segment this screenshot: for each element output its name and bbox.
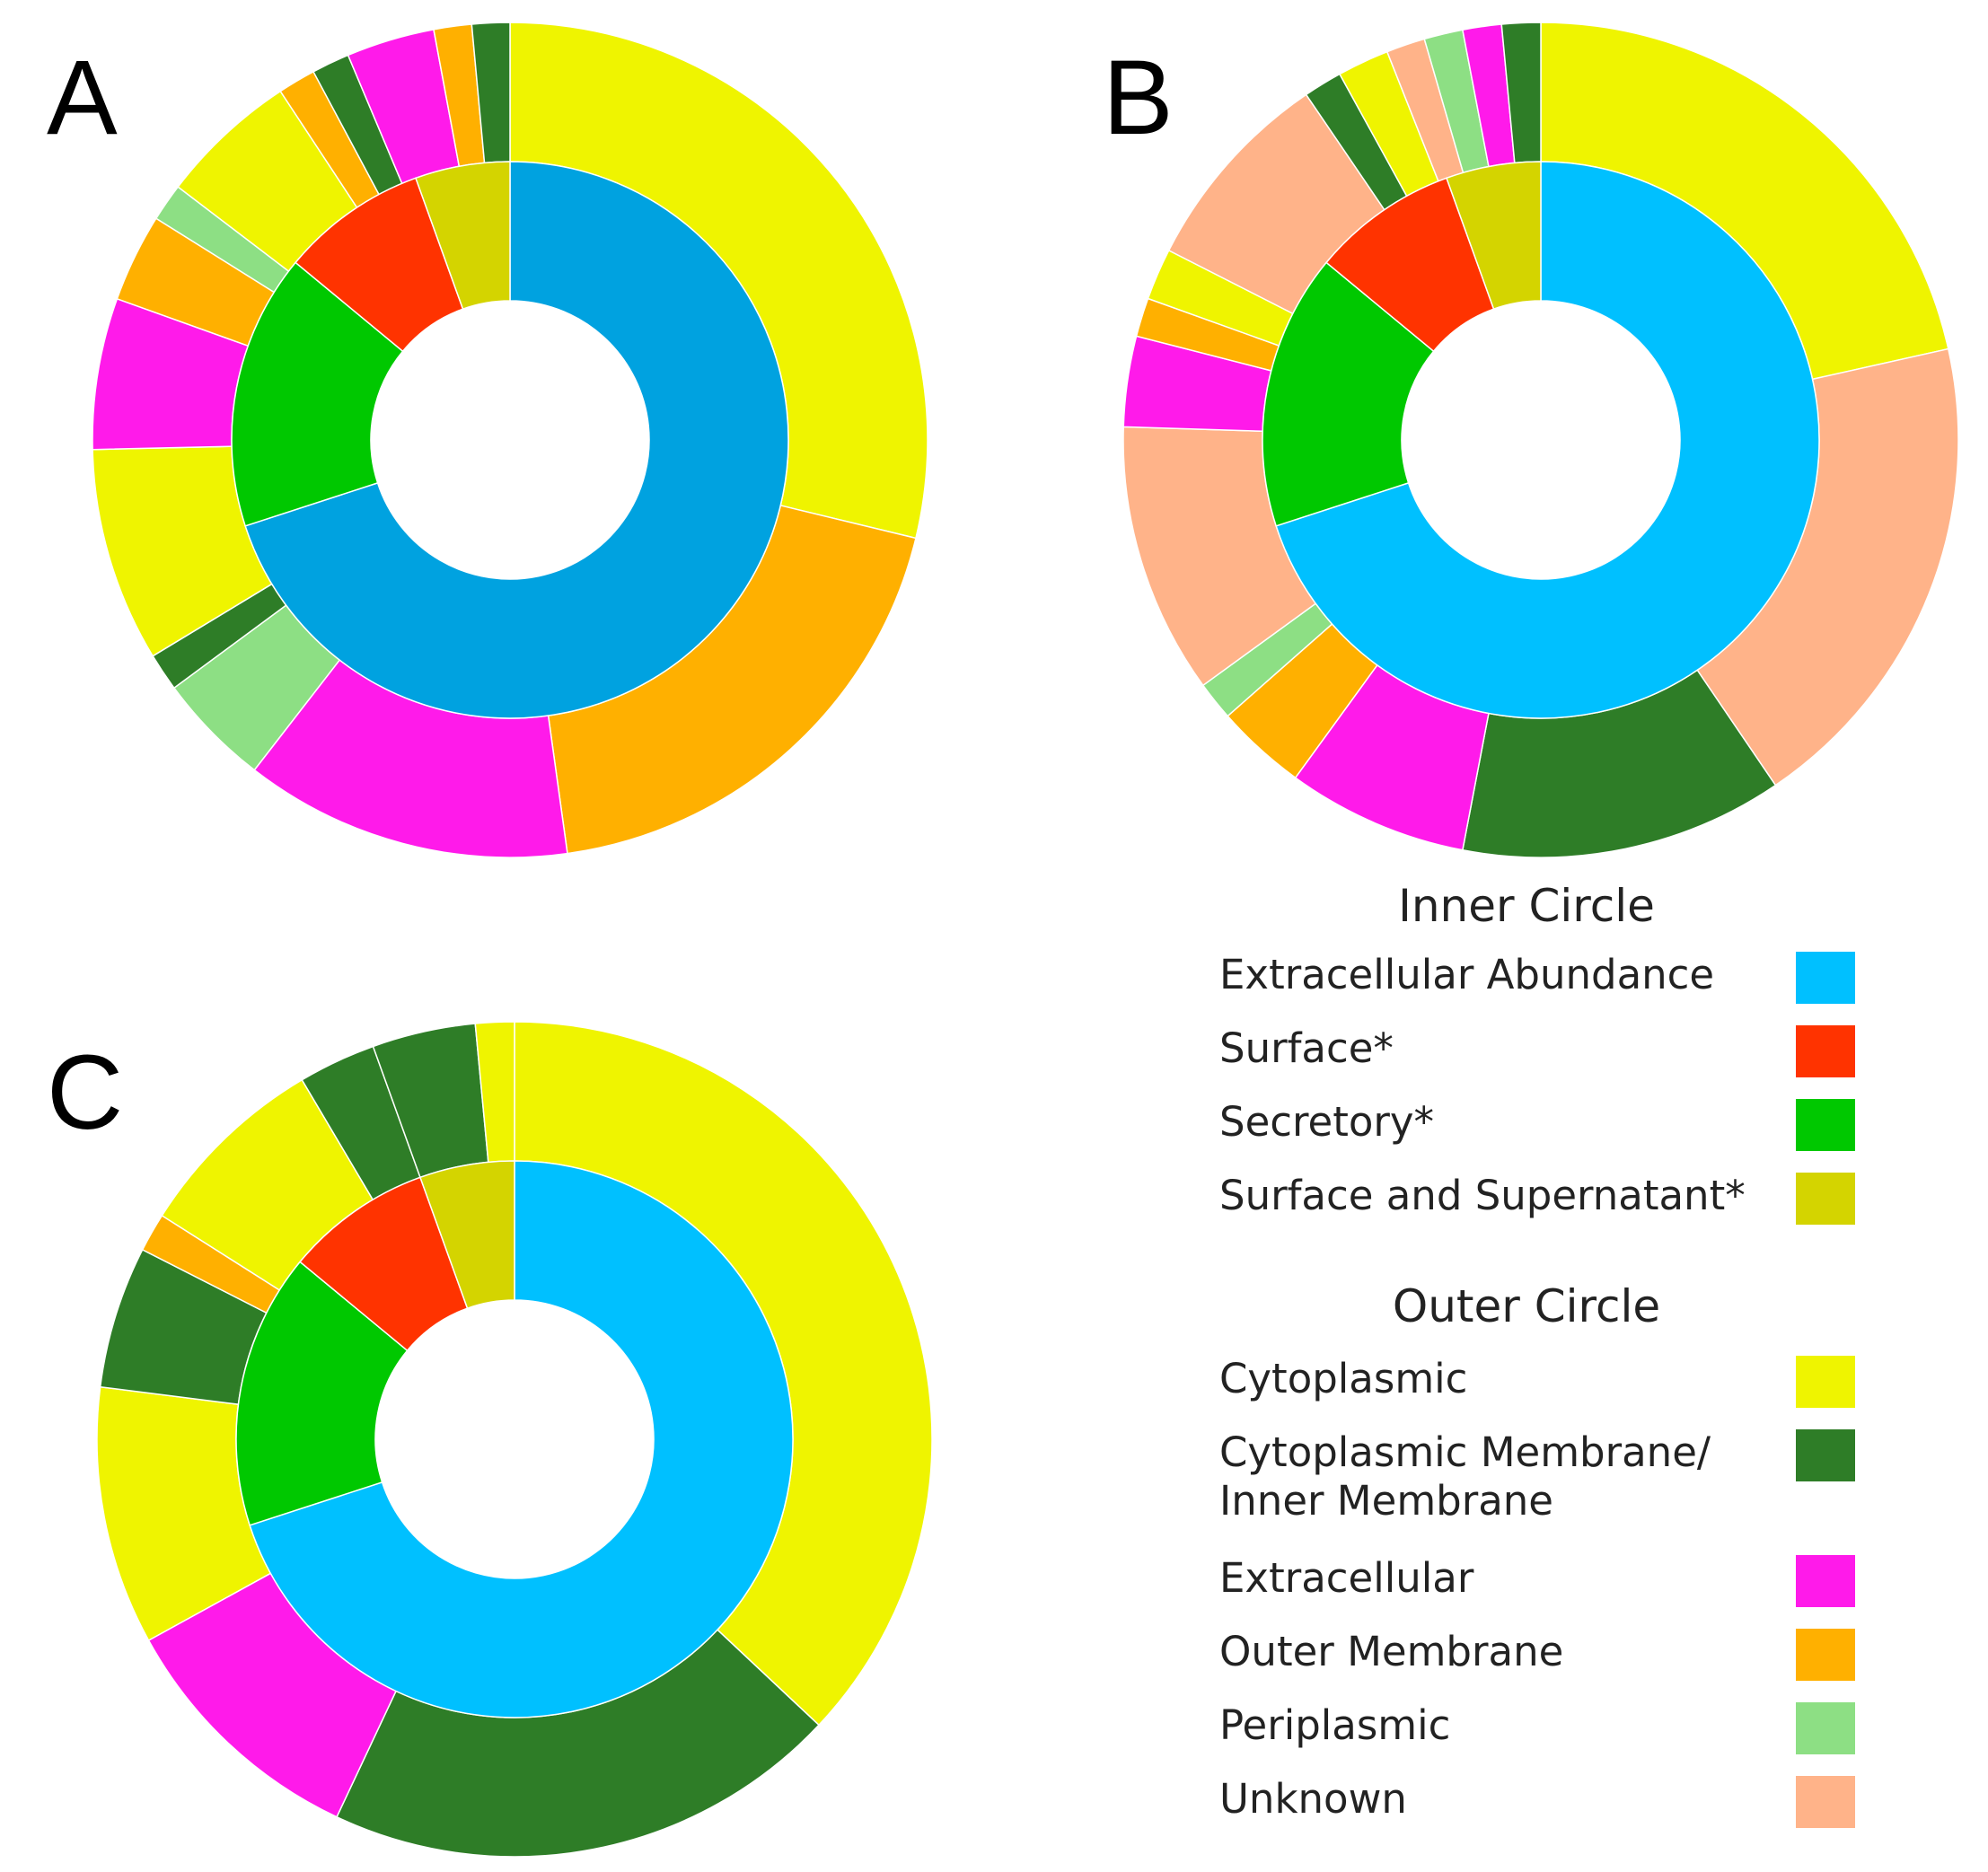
- legend-swatch-extracellular-abundance: [1796, 952, 1855, 1004]
- inner-slice-3-surface-and-supernatant: [1446, 161, 1542, 311]
- legend-label-unknown: Unknown: [1219, 1775, 1407, 1823]
- legend-swatch-extracellular: [1796, 1555, 1855, 1607]
- legend-swatch-outer-membrane: [1796, 1629, 1855, 1681]
- legend-swatch-surface-and-supernatant: [1796, 1173, 1855, 1225]
- donut-chart-c: [96, 1021, 933, 1858]
- legend-label-periplasmic: Periplasmic: [1219, 1701, 1451, 1749]
- panel-label-b: B: [1103, 39, 1174, 157]
- legend-swatch-cytoplasmic: [1796, 1356, 1855, 1408]
- inner-slice-1-secretory: [1262, 261, 1435, 527]
- legend-label-surface: Surface*: [1219, 1024, 1394, 1072]
- legend-label-secretory: Secretory*: [1219, 1098, 1434, 1146]
- donut-chart-b: [1122, 22, 1959, 858]
- legend-label-cytoplasmic: Cytoplasmic: [1219, 1355, 1468, 1402]
- inner-slice-3-surface-and-supernatant: [419, 1160, 515, 1310]
- inner-slice-0-extracellular-abundance: [1275, 161, 1820, 719]
- legend-label-extracellular-abundance: Extracellular Abundance: [1219, 951, 1715, 998]
- inner-slice-1-secretory: [231, 261, 404, 527]
- panel-label-a: A: [47, 39, 118, 157]
- legend-label-outer-membrane: Outer Membrane: [1219, 1628, 1564, 1675]
- inner-slice-0-extracellular-abundance: [244, 161, 789, 719]
- legend-swatch-periplasmic: [1796, 1702, 1855, 1754]
- legend-label-inner-membrane: Inner Membrane: [1219, 1477, 1553, 1525]
- legend-label-surface-and-supernatant: Surface and Supernatant*: [1219, 1172, 1746, 1219]
- legend-label-cytoplasmic-membrane: Cytoplasmic Membrane/: [1219, 1428, 1711, 1476]
- legend-inner-title: Inner Circle: [1398, 880, 1655, 932]
- panel-label-c: C: [47, 1033, 124, 1152]
- legend-outer-title: Outer Circle: [1392, 1280, 1661, 1332]
- legend-swatch-secretory: [1796, 1099, 1855, 1151]
- legend-swatch-surface: [1796, 1025, 1855, 1077]
- inner-slice-3-surface-and-supernatant: [415, 161, 511, 311]
- donut-chart-a: [92, 22, 928, 858]
- legend-swatch-cytoplasmic-membrane: [1796, 1429, 1855, 1481]
- inner-slice-0-extracellular-abundance: [249, 1160, 794, 1718]
- inner-slice-1-secretory: [235, 1261, 409, 1526]
- legend-swatch-unknown: [1796, 1776, 1855, 1828]
- legend-label-extracellular: Extracellular: [1219, 1554, 1474, 1602]
